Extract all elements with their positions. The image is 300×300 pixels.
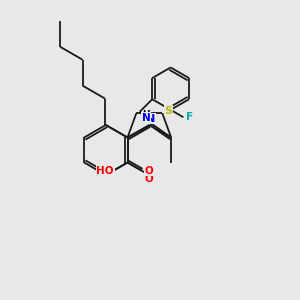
Text: O: O [145,174,154,184]
Text: N: N [142,113,150,123]
Text: N: N [146,114,155,124]
Text: O: O [145,166,153,176]
Text: S: S [164,106,172,116]
Text: HO: HO [97,166,114,176]
Text: H: H [142,110,150,119]
Text: F: F [186,112,194,122]
